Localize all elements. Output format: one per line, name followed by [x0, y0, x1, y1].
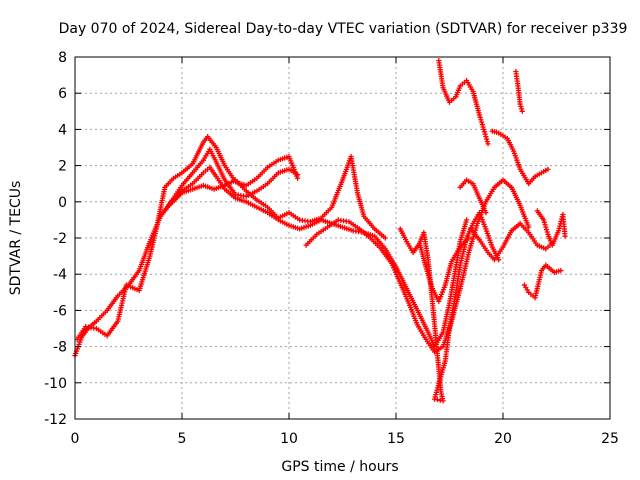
data-points [72, 58, 568, 404]
y-tick-label: -8 [53, 340, 67, 356]
y-tick-label: 6 [58, 86, 67, 102]
y-tick-label: 8 [58, 50, 67, 66]
data-point [519, 108, 525, 114]
data-point [518, 103, 524, 110]
data-point [541, 219, 547, 225]
data-point [478, 117, 484, 123]
y-tick-label: 4 [58, 122, 67, 138]
x-tick-label: 5 [178, 431, 187, 447]
data-point [481, 129, 488, 135]
y-tick-label: -12 [44, 412, 67, 428]
data-point [483, 136, 490, 142]
y-axis-label: SDTVAR / TECUs [8, 181, 24, 296]
data-point [543, 224, 549, 230]
x-tick-label: 10 [280, 431, 298, 447]
data-point [476, 112, 483, 118]
y-tick-label: 0 [58, 195, 67, 211]
data-point [542, 222, 548, 228]
data-point [558, 267, 564, 274]
data-point [483, 210, 489, 216]
data-point [485, 141, 491, 147]
data-point [477, 114, 483, 120]
data-point [562, 233, 568, 239]
data-point [482, 131, 488, 137]
data-point [544, 229, 550, 235]
chart-title: Day 070 of 2024, Sidereal Day-to-day VTE… [59, 21, 628, 37]
data-point [294, 172, 301, 178]
data-point [526, 224, 532, 230]
data-point [382, 235, 388, 241]
y-tick-label: -4 [53, 267, 67, 283]
data-point [541, 217, 547, 223]
x-tick-label: 20 [494, 431, 512, 447]
x-axis-label: GPS time / hours [281, 459, 398, 475]
grid [75, 57, 610, 419]
data-point [479, 119, 485, 125]
data-point [466, 235, 472, 241]
data-point [545, 166, 551, 172]
data-point [518, 106, 525, 112]
y-tick-label: 2 [58, 159, 67, 175]
data-point [464, 217, 470, 223]
x-tick-label: 0 [71, 431, 80, 447]
data-point [543, 226, 550, 233]
y-tick-label: -10 [44, 376, 67, 392]
data-point [480, 124, 486, 130]
data-point [484, 138, 490, 145]
x-tick-label: 25 [601, 431, 619, 447]
data-point [517, 101, 523, 107]
data-point [481, 126, 487, 132]
data-point [479, 121, 485, 128]
axis-ticks: 0 5 10 15 20 25 -12 -10 -8 -6 -4 -2 0 2 4 6 8 [44, 50, 619, 447]
y-tick-label: -2 [53, 231, 67, 247]
y-tick-label: -6 [53, 303, 67, 319]
x-tick-label: 15 [387, 431, 405, 447]
data-point [483, 134, 489, 140]
